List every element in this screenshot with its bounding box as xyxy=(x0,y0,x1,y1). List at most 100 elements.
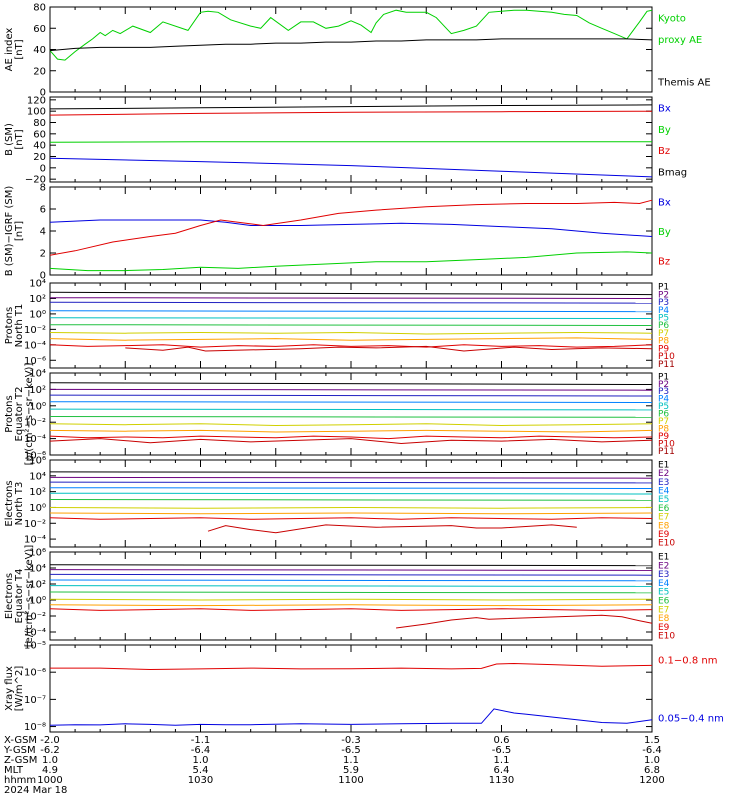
footer-row-label: hhmm xyxy=(4,775,36,786)
y-axis-label: [W/m^2] xyxy=(14,666,25,712)
y-axis-label: North T1 xyxy=(14,304,25,348)
footer-value-x: 0.6 xyxy=(494,735,510,746)
y-tick-label: 0 xyxy=(40,88,46,99)
footer-value-hhmm: 1130 xyxy=(489,775,514,786)
legend-label: E1 xyxy=(658,552,669,562)
series-p1 xyxy=(49,382,653,385)
y-tick-label: 10⁴ xyxy=(29,471,46,482)
series-p5 xyxy=(49,408,653,411)
series-e6 xyxy=(49,591,653,594)
y-tick-label: 10⁴ xyxy=(29,369,46,380)
legend-label: E4 xyxy=(658,486,670,496)
series-p8 xyxy=(49,337,653,341)
y-tick-label: 20 xyxy=(33,66,46,77)
footer-value-x: -2.0 xyxy=(40,735,60,746)
y-tick-label: 0 xyxy=(40,271,46,282)
series-p9 xyxy=(49,344,653,348)
legend-label: P7 xyxy=(658,329,669,339)
legend-label: E1 xyxy=(658,460,669,470)
legend-label: E7 xyxy=(658,513,669,523)
footer-value-mlt: 5.9 xyxy=(343,765,359,776)
series-p6 xyxy=(49,324,653,326)
y-axis-label: Electrons xyxy=(4,480,15,526)
legend-label: P8 xyxy=(658,337,669,347)
legend-label: E7 xyxy=(658,605,669,615)
legend-label: P1 xyxy=(658,283,669,293)
legend-label: P3 xyxy=(658,387,669,397)
y-tick-label: 60 xyxy=(33,24,46,35)
y-tick-label: 2 xyxy=(40,249,46,260)
legend-label: E2 xyxy=(658,469,669,479)
y-axis-label: Equator T2 xyxy=(14,387,25,442)
footer-value-hhmm: 1000 xyxy=(37,775,62,786)
legend-label: Bmag xyxy=(658,167,687,178)
series-e2 xyxy=(49,476,653,479)
footer-value-y: -6.5 xyxy=(341,745,361,756)
footer-row-label: Z-GSM xyxy=(4,755,37,766)
y-tick-label: 10⁻⁸ xyxy=(24,722,46,733)
y-axis-label: [e/(cm²−s−sr−keV)] xyxy=(24,545,35,648)
series-bx xyxy=(49,157,653,178)
legend-label: E3 xyxy=(658,570,669,580)
legend-label: P3 xyxy=(658,298,669,308)
y-tick-label: 10⁻⁷ xyxy=(24,695,46,706)
y-tick-label: 10⁻⁴ xyxy=(24,434,46,445)
legend-label: E2 xyxy=(658,561,669,571)
series-themis-ae xyxy=(49,38,653,52)
legend-label: P8 xyxy=(658,425,669,435)
y-tick-label: 6 xyxy=(40,205,46,216)
legend-label: E10 xyxy=(658,632,675,642)
y-tick-label: 60 xyxy=(33,129,46,140)
legend-label: Bx xyxy=(658,198,671,209)
series-0-05-0-4-nm xyxy=(49,708,653,726)
series-e10 xyxy=(207,524,577,534)
y-axis-label: Protons xyxy=(4,307,15,344)
y-tick-label: 10⁻⁴ xyxy=(24,535,46,546)
footer-value-y: -6.5 xyxy=(492,745,512,756)
series-e6 xyxy=(49,499,653,501)
legend-label: E6 xyxy=(658,596,670,606)
y-tick-label: −20 xyxy=(25,175,46,186)
y-tick-label: 10² xyxy=(29,385,46,396)
footer-value-y: -6.2 xyxy=(40,745,60,756)
footer-value-z: 1.0 xyxy=(42,755,58,766)
series-bmag xyxy=(49,104,653,110)
y-tick-label: 10⁰ xyxy=(29,309,46,320)
y-axis-label: [nT] xyxy=(14,39,25,59)
y-tick-label: 100 xyxy=(27,107,46,118)
series-p9 xyxy=(49,435,653,440)
y-tick-label: 10⁶ xyxy=(29,548,46,559)
plot-frame xyxy=(49,644,653,733)
legend-label: E9 xyxy=(658,530,670,540)
series-p10 xyxy=(125,345,653,352)
legend-label: By xyxy=(658,125,671,136)
y-tick-label: 10⁴ xyxy=(29,279,46,290)
legend-label: proxy AE xyxy=(658,35,702,46)
y-tick-label: 10² xyxy=(29,294,46,305)
footer-row-label: MLT xyxy=(4,765,24,776)
plot-frame xyxy=(49,372,653,456)
series-e1 xyxy=(49,564,653,567)
footer-value-hhmm: 1200 xyxy=(639,775,664,786)
y-tick-label: 10⁰ xyxy=(29,503,46,514)
series-e8 xyxy=(49,604,653,607)
series-0-1-0-8-nm xyxy=(50,662,653,671)
y-axis-label: Xray flux xyxy=(4,666,15,711)
plot-frame xyxy=(49,186,653,276)
series-p4 xyxy=(49,401,653,403)
series-e8 xyxy=(49,512,653,515)
y-tick-label: 20 xyxy=(33,152,46,163)
footer-value-mlt: 4.9 xyxy=(42,765,58,776)
y-tick-label: 10² xyxy=(29,487,46,498)
series-p3 xyxy=(49,301,653,304)
legend-label: P4 xyxy=(658,395,669,405)
footer-value-mlt: 6.4 xyxy=(494,765,510,776)
y-axis-label: B (SM) xyxy=(4,123,15,156)
series-bx xyxy=(49,219,653,237)
legend-label: E9 xyxy=(658,623,670,633)
y-axis-label: AE index xyxy=(4,28,15,72)
y-tick-label: 10⁻² xyxy=(24,418,46,429)
legend-label: P11 xyxy=(658,447,675,457)
y-tick-label: 80 xyxy=(33,3,46,14)
